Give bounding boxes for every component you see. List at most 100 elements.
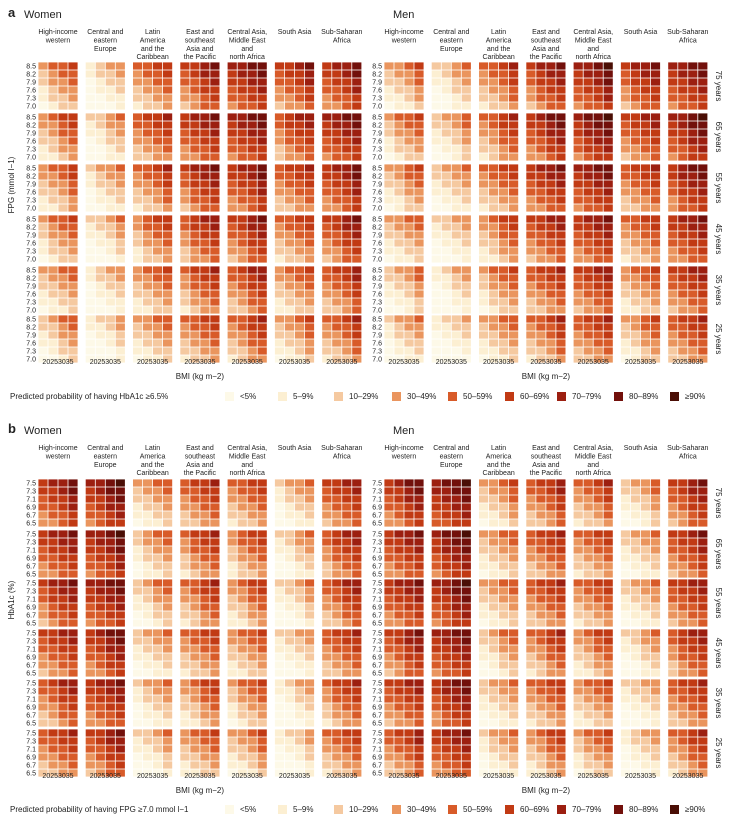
heatmap-cell <box>163 611 173 619</box>
heatmap-cell <box>461 603 471 611</box>
heatmap-cell <box>441 306 451 314</box>
heatmap-cell <box>509 695 519 703</box>
heatmap-cell <box>630 70 641 78</box>
heatmap-cell <box>105 645 115 653</box>
heatmap-cell <box>247 637 257 645</box>
heatmap-cell <box>526 603 536 611</box>
heatmap-cell <box>603 595 613 603</box>
heatmap-block-bg <box>573 164 614 212</box>
heatmap-cell <box>583 215 593 223</box>
heatmap-cell <box>688 711 698 719</box>
heatmap-cell <box>68 703 78 711</box>
heatmap-cell <box>227 323 237 331</box>
heatmap-cell <box>404 247 414 255</box>
heatmap-cell <box>668 196 678 204</box>
heatmap-cell <box>404 239 414 247</box>
heatmap-cell <box>58 587 68 595</box>
heatmap-cell <box>431 215 441 223</box>
heatmap-cell <box>688 180 698 188</box>
heatmap-cell <box>593 298 603 306</box>
heatmap-cell <box>274 579 285 587</box>
heatmap-cell <box>556 239 566 247</box>
heatmap-cell <box>620 180 631 188</box>
heatmap-cell <box>668 255 678 263</box>
heatmap-cell <box>115 538 125 546</box>
heatmap-cell <box>38 603 48 611</box>
heatmap-cell <box>603 687 613 695</box>
heatmap-cell <box>650 479 661 487</box>
heatmap-cell <box>304 145 315 153</box>
heatmap-cell <box>489 761 499 769</box>
heatmap-cell <box>461 687 471 695</box>
heatmap-cell <box>322 719 332 727</box>
heatmap-cell <box>133 164 143 172</box>
heatmap-cell <box>332 62 342 70</box>
y-tick-label: 8.5 <box>372 64 382 71</box>
heatmap-cell <box>688 188 698 196</box>
heatmap-cell <box>227 137 237 145</box>
heatmap-cell <box>342 231 352 239</box>
heatmap-cell <box>546 86 556 94</box>
heatmap-cell <box>431 70 441 78</box>
heatmap-cell <box>451 669 461 677</box>
heatmap-cell <box>237 703 247 711</box>
heatmap-cell <box>143 164 153 172</box>
heatmap-cell <box>95 745 105 753</box>
panel-letter: a <box>8 5 16 20</box>
heatmap-cell <box>451 479 461 487</box>
heatmap-cell <box>247 137 257 145</box>
heatmap-cell <box>85 719 95 727</box>
heatmap-cell <box>38 282 48 290</box>
heatmap-cell <box>237 94 247 102</box>
heatmap-cell <box>479 719 489 727</box>
heatmap-cell <box>95 619 105 627</box>
heatmap-cell <box>583 188 593 196</box>
heatmap-cell <box>85 94 95 102</box>
heatmap-cell <box>489 231 499 239</box>
heatmap-cell <box>593 669 603 677</box>
age-group-label: 35 years <box>714 688 723 719</box>
heatmap-cell <box>461 669 471 677</box>
heatmap-cell <box>68 266 78 274</box>
heatmap-cell <box>153 153 163 161</box>
heatmap-cell <box>678 729 688 737</box>
heatmap-block-bg <box>384 579 424 627</box>
heatmap-block-bg <box>573 215 614 263</box>
heatmap-cell <box>640 70 651 78</box>
heatmap-cell <box>414 619 424 627</box>
heatmap-cell <box>451 255 461 263</box>
heatmap-cell <box>499 495 509 503</box>
heatmap-cell <box>461 579 471 587</box>
region-header-line: southeast <box>531 453 561 460</box>
heatmap-cell <box>414 255 424 263</box>
heatmap-cell <box>650 204 661 212</box>
heatmap-cell <box>431 637 441 645</box>
region-header-line: Latin <box>491 29 506 36</box>
heatmap-cell <box>620 274 631 282</box>
heatmap-cell <box>640 645 651 653</box>
region-header-line: East and <box>532 29 560 36</box>
heatmap-cell <box>210 711 220 719</box>
heatmap-cell <box>573 247 583 255</box>
heatmap-cell <box>573 562 583 570</box>
heatmap-cell <box>499 78 509 86</box>
heatmap-cell <box>583 562 593 570</box>
y-tick-label: 7.9 <box>26 80 36 87</box>
heatmap-cell <box>431 570 441 578</box>
heatmap-cell <box>85 247 95 255</box>
heatmap-cell <box>556 70 566 78</box>
heatmap-cell <box>143 266 153 274</box>
heatmap-cell <box>414 282 424 290</box>
heatmap-cell <box>342 554 352 562</box>
heatmap-cell <box>237 70 247 78</box>
heatmap-cell <box>200 595 210 603</box>
heatmap-cell <box>190 239 200 247</box>
heatmap-cell <box>394 687 404 695</box>
heatmap-block-bg <box>620 315 661 363</box>
heatmap-cell <box>678 62 688 70</box>
heatmap-cell <box>451 266 461 274</box>
heatmap-cell <box>210 70 220 78</box>
heatmap-cell <box>414 196 424 204</box>
heatmap-cell <box>342 729 352 737</box>
